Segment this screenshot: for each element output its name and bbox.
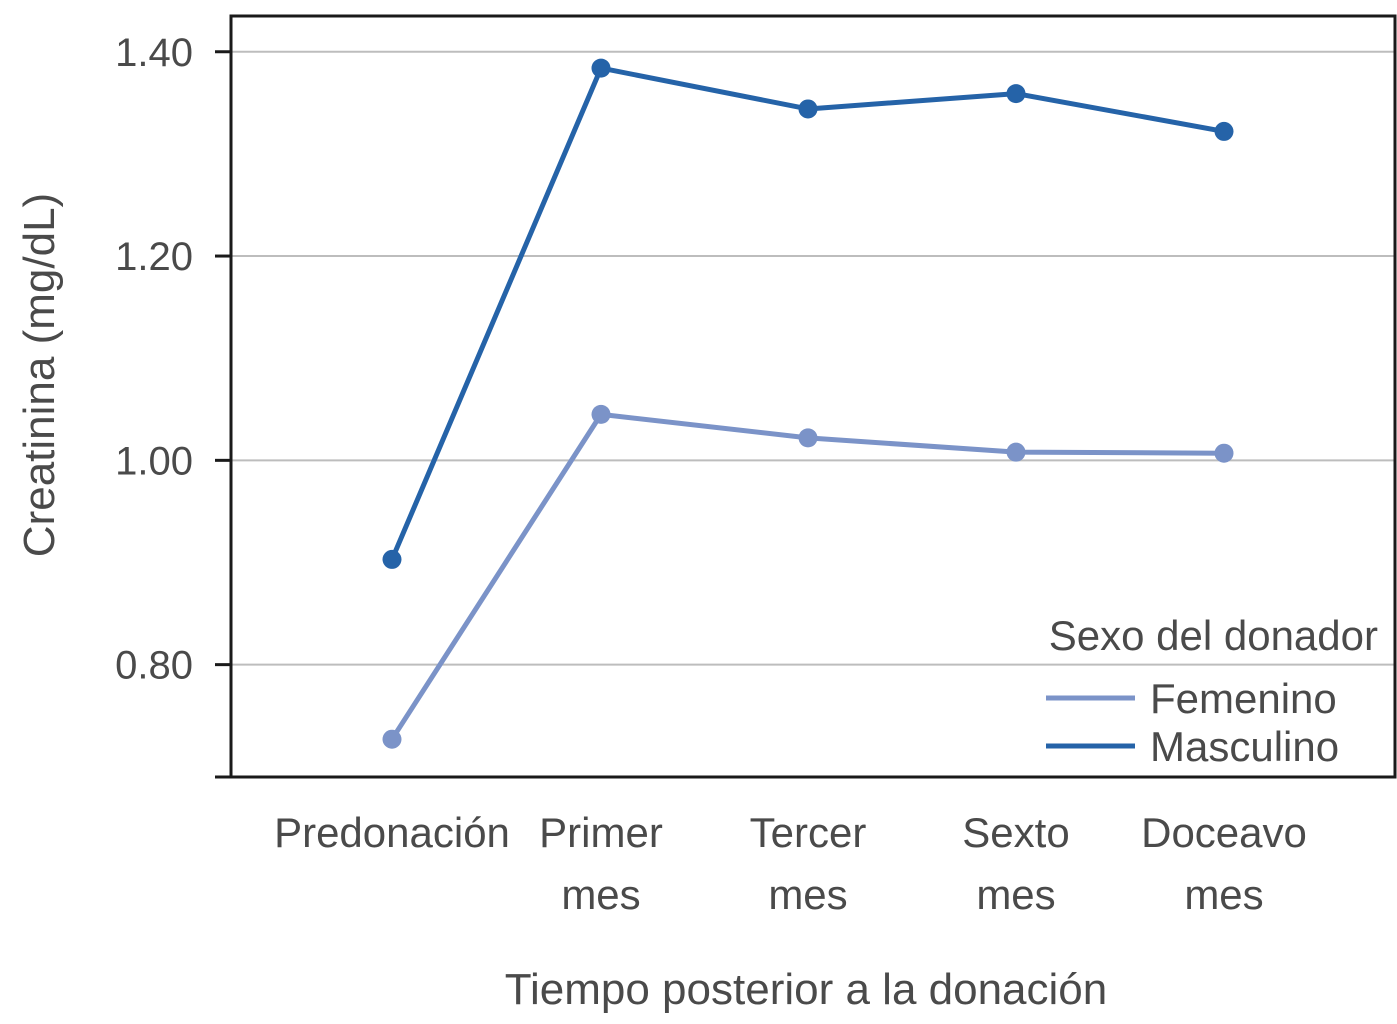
gridlines bbox=[231, 50, 1395, 666]
x-tick-label-line: Predonación bbox=[274, 809, 510, 856]
data-point bbox=[1006, 442, 1026, 462]
data-point bbox=[591, 58, 611, 78]
x-tick-label-line: mes bbox=[976, 871, 1055, 918]
legend-item: Femenino bbox=[1046, 675, 1337, 722]
data-point bbox=[1006, 84, 1026, 104]
data-point bbox=[591, 404, 611, 424]
x-tick-label-line: mes bbox=[561, 871, 640, 918]
x-tick-label-line: Doceavo bbox=[1141, 809, 1307, 856]
x-tick-label: Predonación bbox=[274, 809, 510, 856]
data-point bbox=[1214, 443, 1234, 463]
legend-label: Femenino bbox=[1150, 675, 1337, 722]
x-tick-label-line: Primer bbox=[539, 809, 663, 856]
x-tick-label: Sexto mes bbox=[962, 809, 1069, 918]
x-tick-label-line: mes bbox=[768, 871, 847, 918]
y-tick-label: 1.20 bbox=[115, 235, 193, 279]
x-tick-label: Primer mes bbox=[539, 809, 663, 918]
plot-frame bbox=[229, 14, 1397, 779]
y-tick-label: 1.00 bbox=[115, 439, 193, 483]
x-tick-label: Tercer mes bbox=[750, 809, 867, 918]
series-line bbox=[389, 411, 1227, 742]
series-masculino bbox=[382, 58, 1234, 569]
legend-label: Masculino bbox=[1150, 723, 1339, 770]
x-axis: Predonación PrimermesTercermesSextomesDoc… bbox=[274, 809, 1307, 918]
data-point bbox=[798, 99, 818, 119]
data-point bbox=[382, 549, 402, 569]
y-tick-label: 1.40 bbox=[115, 31, 193, 75]
y-axis: 0.80 1.00 1.20 1.40 bbox=[115, 31, 231, 779]
x-tick-label: Doceavo mes bbox=[1141, 809, 1307, 918]
series-layer bbox=[382, 58, 1234, 749]
x-axis-title: Tiempo posterior a la donación bbox=[505, 965, 1108, 1014]
data-point bbox=[798, 428, 818, 448]
series-line bbox=[389, 65, 1227, 562]
legend-title: Sexo del donador bbox=[1049, 612, 1378, 659]
y-tick-label: 0.80 bbox=[115, 644, 193, 688]
series-femenino bbox=[382, 404, 1234, 749]
data-point bbox=[1214, 121, 1234, 141]
data-point bbox=[382, 729, 402, 749]
y-axis-title: Creatinina (mg/dL) bbox=[15, 193, 64, 557]
legend-item: Masculino bbox=[1046, 723, 1339, 770]
x-tick-label-line: Sexto bbox=[962, 809, 1069, 856]
x-tick-label-line: mes bbox=[1184, 871, 1263, 918]
x-tick-label-line: Tercer bbox=[750, 809, 867, 856]
